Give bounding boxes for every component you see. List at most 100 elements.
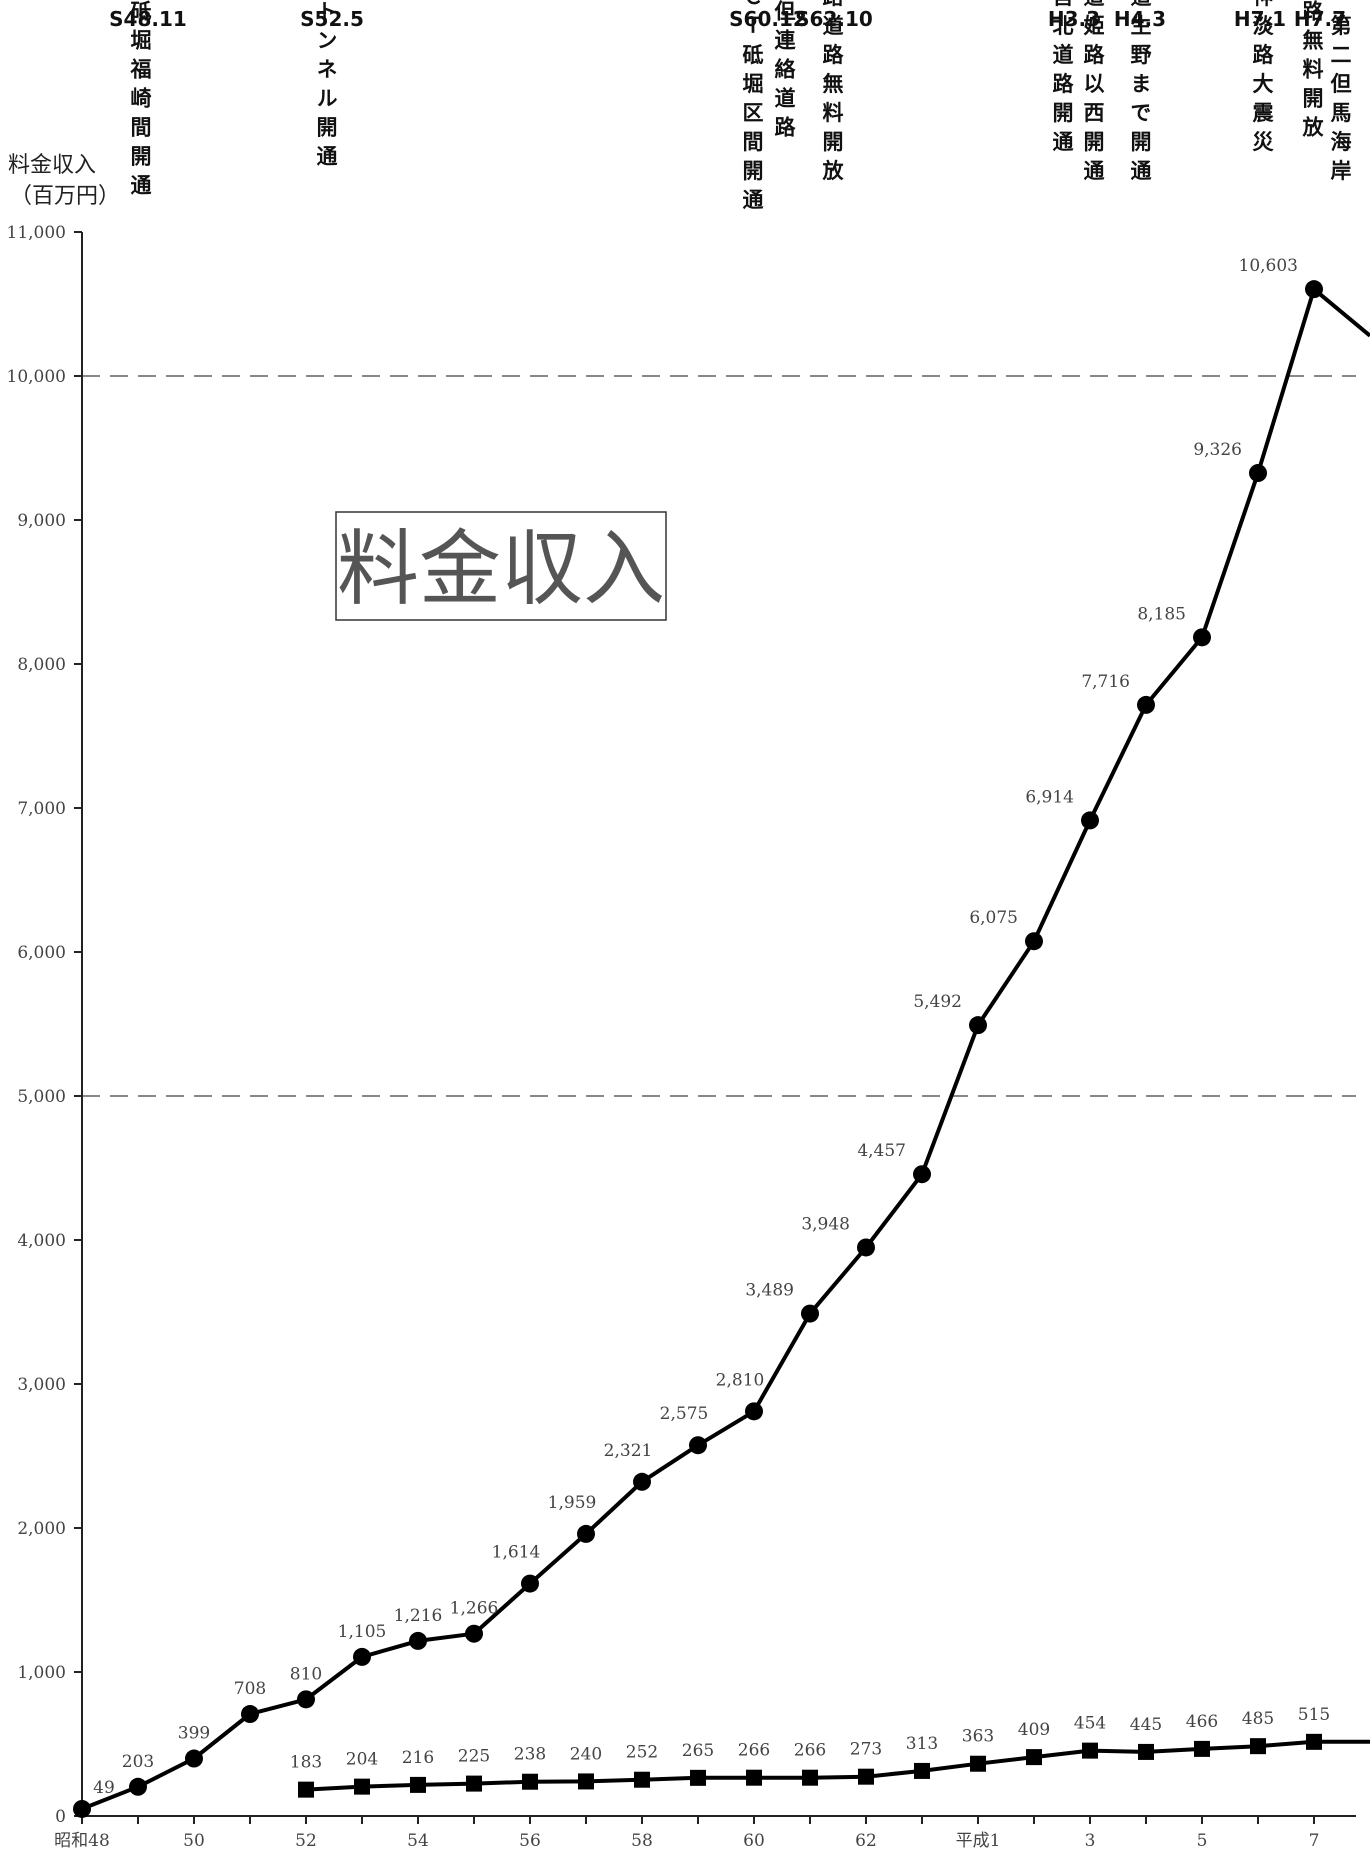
y-tick-label: 9,000 [17,511,66,531]
y-tick-label: 2,000 [17,1519,66,1539]
x-tick-label: 58 [631,1831,653,1851]
data-point-square [466,1775,482,1792]
y-tick-label: 1,000 [17,1663,66,1683]
data-label: 454 [1074,1714,1106,1734]
data-point-square [1082,1742,1098,1759]
data-point-circle [353,1647,371,1666]
event-text: 但馬・第二但馬海岸 [1328,0,1352,189]
data-label: 1,614 [492,1543,541,1563]
x-tick-label: 50 [183,1831,205,1851]
inset-label-frame [335,511,667,621]
data-point-circle [1249,464,1267,483]
data-point-circle [185,1749,203,1768]
series-1: 49 203 399 708 810 1,105 1,216 1,266 1,614 1,959 2… [73,256,1370,1818]
event-text: 播但連絡道路 [772,0,796,145]
data-label: 485 [1242,1709,1274,1729]
x-tick-label: 昭和48 [54,1831,110,1851]
data-point-circle [801,1304,819,1323]
data-label: 9,326 [1193,440,1242,460]
data-point-circle [73,1799,91,1818]
data-label: 204 [346,1750,378,1770]
event-date: S60.12 [729,7,807,31]
data-point-square [746,1769,762,1786]
data-label: 1,105 [338,1622,387,1642]
event-text: 姫路ＪＣＴ砥堀区間開通 [740,0,764,218]
data-point-circle [577,1524,595,1543]
data-point-circle [1081,811,1099,830]
event-text: 南淡路道路無料開放 [820,0,845,189]
data-label: 1,266 [450,1599,499,1619]
data-point-circle [969,1016,987,1035]
data-label: 363 [962,1727,994,1747]
data-label: 49 [93,1778,115,1798]
reference-lines [82,375,1356,1097]
data-point-square [1250,1738,1266,1755]
axes [81,232,1356,1817]
event-text: 道路無料開放 [1300,0,1325,145]
data-label: 252 [626,1743,658,1763]
data-label: 225 [458,1747,490,1767]
data-point-square [690,1769,706,1786]
data-point-circle [1137,695,1155,714]
data-label: 466 [1186,1712,1218,1732]
data-point-circle [297,1690,315,1709]
data-point-circle [409,1631,427,1650]
data-label: 1,959 [548,1493,597,1513]
data-point-circle [1025,932,1043,951]
y-tick-label: 6,000 [17,943,66,963]
event-date: H3.3 [1048,7,1100,31]
data-point-circle [633,1472,651,1491]
data-point-circle [521,1574,539,1593]
data-point-square [970,1755,986,1772]
series-line [81,287,1370,1811]
event-date: H7.7 [1294,7,1346,31]
data-label: 183 [290,1753,322,1773]
y-tick-label: 4,000 [17,1231,66,1251]
data-label: 4,457 [857,1141,906,1161]
data-label: 5,492 [913,992,962,1012]
data-point-square [578,1773,594,1790]
event-text: 阪神淡路大震災 [1250,0,1274,160]
data-label: 2,321 [604,1441,653,1461]
y-tick-label: 8,000 [17,655,66,675]
event-date: H4.3 [1114,7,1166,31]
data-label: 3,948 [801,1214,850,1234]
data-label: 265 [682,1741,714,1761]
data-point-circle [857,1238,875,1257]
data-label: 2,575 [660,1404,709,1424]
event-text: 山陽道姫路以西開通 [1081,0,1105,189]
inset-label-box: 料金収入 [335,511,667,621]
y-tick-label: 5,000 [17,1087,66,1107]
data-point-square [1306,1733,1322,1750]
event-date: S62.10 [795,7,873,31]
x-tick-label: 52 [295,1831,317,1851]
event-date: S48.11 [109,7,187,31]
data-point-circle [1193,628,1211,647]
data-point-circle [745,1402,763,1421]
event-text: 播但道生野まで開通 [1128,0,1152,189]
x-tick-label: 62 [855,1831,877,1851]
y-tick-label: 7,000 [17,799,66,819]
data-label: 399 [178,1724,210,1744]
data-label: 445 [1130,1715,1162,1735]
data-label: 10,603 [1239,256,1298,276]
x-axis-ticks: 昭和48 50 52 54 56 58 60 62 平成1 3 5 7 [54,1816,1319,1851]
data-label: 8,185 [1137,604,1186,624]
data-label: 3,489 [745,1281,794,1301]
series-line [305,1739,1370,1792]
data-point-circle [241,1705,259,1724]
x-tick-label: 54 [407,1831,429,1851]
event-date: H7.1 [1234,7,1286,31]
data-label: 1,216 [394,1606,443,1626]
data-point-square [1138,1743,1154,1760]
data-label: 810 [290,1664,322,1684]
data-label: 238 [514,1745,546,1765]
